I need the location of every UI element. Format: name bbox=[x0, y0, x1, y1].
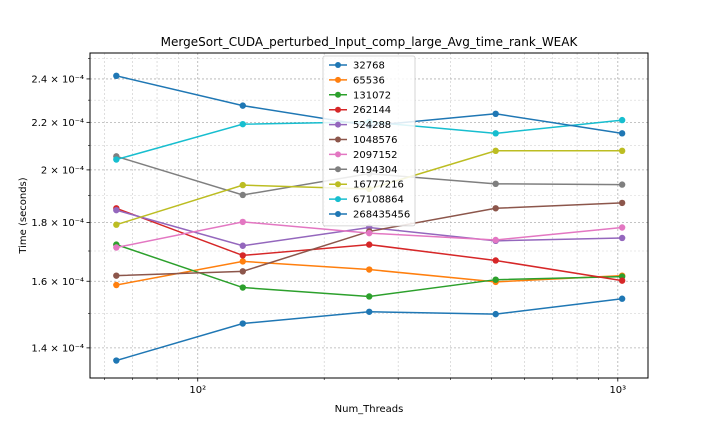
y-tick-label: 1.6 × 10⁻⁴ bbox=[31, 277, 84, 288]
data-point bbox=[366, 293, 373, 300]
legend-swatch-marker bbox=[335, 196, 341, 203]
legend-swatch-marker bbox=[335, 62, 341, 68]
legend-item: 131072 bbox=[329, 90, 391, 101]
legend-label: 4194304 bbox=[353, 165, 398, 176]
legend-swatch-marker bbox=[335, 106, 341, 113]
legend-swatch-marker bbox=[335, 121, 341, 128]
legend-box bbox=[322, 55, 416, 227]
legend-label: 1048576 bbox=[353, 135, 398, 146]
data-point bbox=[618, 181, 626, 188]
legend-label: 131072 bbox=[353, 90, 391, 101]
legend-swatch-marker bbox=[335, 211, 341, 217]
data-point bbox=[618, 277, 626, 284]
legend-item: 262144 bbox=[329, 105, 391, 116]
data-point bbox=[113, 72, 120, 80]
data-point bbox=[492, 276, 499, 283]
legend-swatch-marker bbox=[335, 136, 341, 143]
data-point bbox=[366, 241, 373, 248]
data-point bbox=[239, 102, 246, 109]
legend-swatch-marker bbox=[335, 151, 341, 158]
legend-item: 16777216 bbox=[329, 180, 404, 191]
y-axis-label: Time (seconds) bbox=[18, 177, 29, 254]
x-axis-label: Num_Threads bbox=[335, 404, 404, 415]
data-point bbox=[239, 268, 246, 275]
data-point bbox=[618, 224, 626, 231]
data-point bbox=[618, 234, 626, 242]
legend-label: 67108864 bbox=[353, 195, 404, 206]
data-point bbox=[492, 147, 499, 155]
y-tick-label: 2 × 10⁻⁴ bbox=[41, 165, 84, 176]
data-point bbox=[239, 320, 246, 327]
legend-item: 4194304 bbox=[329, 165, 398, 176]
legend-item: 32768 bbox=[329, 61, 385, 72]
data-point bbox=[492, 130, 499, 137]
data-point bbox=[113, 206, 120, 214]
x-tick-label: 10³ bbox=[609, 385, 626, 396]
plot-frame bbox=[89, 52, 649, 379]
legend: 32768 65536 131072 262144 524288 1048576 20971… bbox=[322, 55, 416, 227]
chart-title: MergeSort_CUDA_perturbed_Input_comp_larg… bbox=[161, 35, 579, 49]
data-point bbox=[366, 229, 373, 237]
series-32768 bbox=[113, 295, 626, 364]
data-point bbox=[492, 257, 499, 264]
data-point bbox=[239, 258, 246, 265]
data-point bbox=[618, 199, 626, 207]
data-point bbox=[239, 218, 246, 226]
legend-item: 2097152 bbox=[329, 150, 398, 161]
data-point bbox=[239, 120, 246, 128]
data-point bbox=[492, 205, 499, 212]
legend-swatch-marker bbox=[335, 91, 341, 98]
legend-label: 268435456 bbox=[353, 210, 410, 221]
data-point bbox=[618, 130, 626, 137]
legend-item: 268435456 bbox=[329, 210, 410, 221]
y-tick-label: 2.4 × 10⁻⁴ bbox=[31, 74, 84, 85]
legend-swatch-marker bbox=[335, 76, 341, 83]
data-point bbox=[239, 181, 246, 189]
data-point bbox=[492, 180, 499, 188]
data-point bbox=[239, 242, 246, 249]
legend-label: 65536 bbox=[353, 75, 385, 86]
ticks: 10² 10³ 1.4 × 10⁻⁴ 1.6 × 10⁻⁴ 1.8 × 10⁻⁴ 2 × … bbox=[31, 58, 626, 396]
legend-label: 16777216 bbox=[353, 180, 404, 191]
data-point bbox=[366, 308, 373, 315]
data-point bbox=[239, 252, 246, 259]
data-point bbox=[492, 236, 499, 244]
data-point bbox=[113, 156, 120, 163]
legend-label: 524288 bbox=[353, 120, 391, 131]
data-point bbox=[113, 281, 120, 289]
legend-label: 32768 bbox=[353, 61, 385, 72]
data-point bbox=[618, 295, 626, 302]
series-2097152 bbox=[113, 218, 626, 251]
legend-swatch-marker bbox=[335, 166, 341, 173]
data-point bbox=[492, 110, 499, 118]
legend-swatch-marker bbox=[335, 181, 341, 188]
data-point bbox=[239, 191, 246, 199]
legend-item: 67108864 bbox=[329, 195, 404, 206]
data-point bbox=[618, 147, 626, 155]
legend-item: 65536 bbox=[329, 75, 385, 86]
data-point bbox=[113, 272, 120, 279]
data-point bbox=[113, 244, 120, 251]
data-point bbox=[113, 221, 120, 228]
data-point bbox=[113, 357, 120, 364]
data-point bbox=[366, 266, 373, 273]
legend-item: 524288 bbox=[329, 120, 391, 131]
data-point bbox=[618, 116, 626, 124]
y-tick-label: 2.2 × 10⁻⁴ bbox=[31, 118, 84, 129]
y-tick-label: 1.4 × 10⁻⁴ bbox=[31, 343, 84, 354]
legend-label: 262144 bbox=[353, 105, 391, 116]
data-point bbox=[492, 310, 499, 318]
x-tick-label: 10² bbox=[189, 385, 206, 396]
data-point bbox=[239, 284, 246, 291]
legend-label: 2097152 bbox=[353, 150, 398, 161]
y-tick-label: 1.8 × 10⁻⁴ bbox=[31, 218, 84, 229]
legend-item: 1048576 bbox=[329, 135, 398, 146]
